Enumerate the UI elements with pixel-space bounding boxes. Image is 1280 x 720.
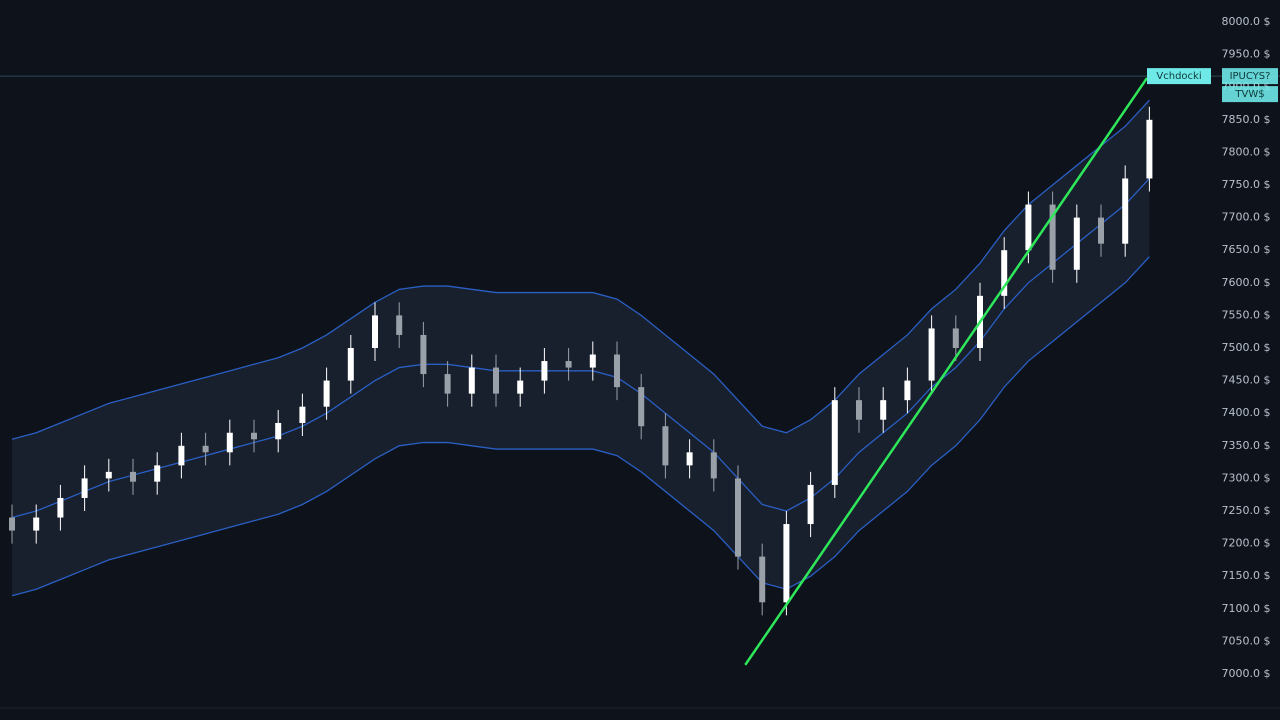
candle-body xyxy=(517,380,524,394)
candle-body xyxy=(1073,217,1080,270)
y-tick-label: 7350.0 $ xyxy=(1222,439,1271,452)
candle-body xyxy=(1122,178,1129,244)
candle-body xyxy=(565,361,572,368)
y-tick-label: 7400.0 $ xyxy=(1222,406,1271,419)
tag-label: TVW$ xyxy=(1234,89,1264,100)
candle-body xyxy=(1025,204,1032,251)
candle-body xyxy=(202,445,209,453)
candle-body xyxy=(880,400,887,420)
candle-body xyxy=(468,367,475,394)
candle-body xyxy=(1001,250,1008,296)
candle-body xyxy=(396,315,403,335)
upper-band-line xyxy=(11,99,1150,440)
y-tick-label: 7600.0 $ xyxy=(1222,276,1271,289)
candle-body xyxy=(686,452,693,466)
candle-body xyxy=(323,380,330,407)
y-tick-label: 7300.0 $ xyxy=(1222,471,1271,484)
candle-body xyxy=(759,556,766,603)
y-tick-label: 7800.0 $ xyxy=(1222,145,1271,158)
candle-body xyxy=(299,406,306,423)
price-tag: Vchdocki xyxy=(1156,71,1201,82)
candle-body xyxy=(807,484,814,525)
candle-body xyxy=(904,380,911,401)
y-tick-label: 7500.0 $ xyxy=(1222,341,1271,354)
candle-body xyxy=(831,400,838,485)
lower-band-line xyxy=(11,256,1150,597)
candle-body xyxy=(275,422,282,440)
candle-body xyxy=(9,517,15,531)
candle-body xyxy=(178,445,185,466)
candle-body xyxy=(1049,204,1056,270)
candle-body xyxy=(154,465,161,482)
y-tick-label: 7000.0 $ xyxy=(1222,667,1271,680)
y-tick-label: 7150.0 $ xyxy=(1222,569,1271,582)
y-tick-label: 7850.0 $ xyxy=(1222,113,1271,126)
candle-body xyxy=(952,328,959,348)
candle-body xyxy=(1146,119,1153,179)
y-tick-label: 7550.0 $ xyxy=(1222,308,1271,321)
y-tick-label: 7050.0 $ xyxy=(1222,634,1271,647)
y-tick-label: 8000.0 $ xyxy=(1222,15,1271,28)
candle-body xyxy=(783,524,790,603)
candle-body xyxy=(589,354,596,368)
y-tick-label: 7200.0 $ xyxy=(1222,537,1271,550)
candle-body xyxy=(57,497,64,518)
candle-body xyxy=(420,334,427,375)
candle-body xyxy=(1098,217,1104,244)
candle-body xyxy=(251,432,257,440)
candle-body xyxy=(735,478,741,557)
y-tick-label: 7700.0 $ xyxy=(1222,211,1271,224)
candle-body xyxy=(856,400,862,420)
y-tick-label: 7750.0 $ xyxy=(1222,178,1271,191)
middle-band-line xyxy=(11,178,1150,519)
y-tick-label: 7100.0 $ xyxy=(1222,602,1271,615)
candle-body xyxy=(493,367,499,394)
y-tick-label: 7250.0 $ xyxy=(1222,504,1271,517)
tag-bg xyxy=(1222,68,1278,85)
band-fill xyxy=(12,100,1150,596)
candle-body xyxy=(928,328,935,381)
y-tick-label: 7450.0 $ xyxy=(1222,374,1271,387)
y-tick-label: 7950.0 $ xyxy=(1222,48,1271,61)
trendline xyxy=(744,77,1149,666)
tag-label: IPUCYS? xyxy=(1230,71,1271,82)
candle-body xyxy=(638,387,645,427)
price-tag-bg xyxy=(1147,68,1211,85)
candle-body xyxy=(372,315,378,348)
candle-body xyxy=(662,426,669,466)
candle-body xyxy=(347,348,354,381)
candle-body xyxy=(541,361,548,381)
candle-body xyxy=(33,517,40,531)
candle-body xyxy=(81,478,88,498)
y-tick-label: 7650.0 $ xyxy=(1222,243,1271,256)
tag-bg xyxy=(1222,86,1278,103)
candle-body xyxy=(444,374,451,394)
candle-body xyxy=(710,452,717,479)
candle-body xyxy=(130,471,136,482)
candle-body xyxy=(105,471,112,479)
candle-body xyxy=(226,432,233,453)
candle-body xyxy=(614,354,620,388)
